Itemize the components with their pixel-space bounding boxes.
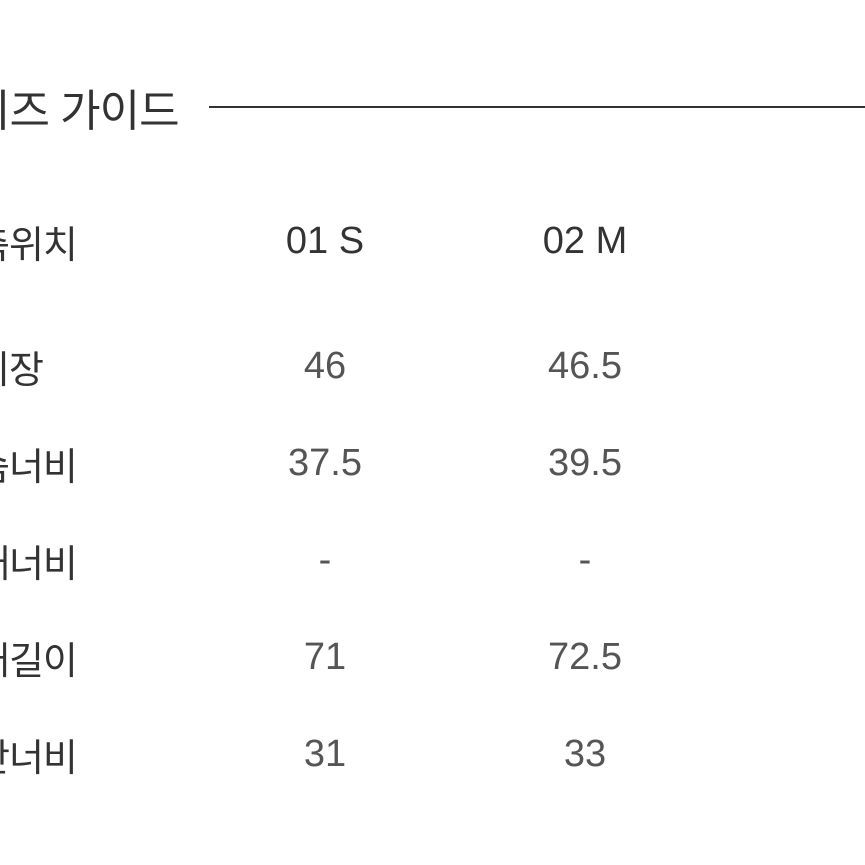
row-label: 깨너비	[0, 533, 195, 588]
row-label: 슴너비	[0, 436, 195, 491]
cell-value: 46	[195, 345, 455, 388]
table-row: 매길이 71 72.5	[0, 630, 865, 685]
row-label: 단너비	[0, 727, 195, 782]
table-header-row: 측위치 01 S 02 M	[0, 214, 865, 269]
size-guide-title: 이즈 가이드	[0, 75, 179, 139]
header-label: 측위치	[0, 214, 195, 269]
size-table: 측위치 01 S 02 M 기장 46 46.5 슴너비 37.5 39.5 깨…	[0, 214, 865, 782]
table-row: 기장 46 46.5	[0, 339, 865, 394]
cell-value: -	[195, 539, 455, 582]
row-label: 기장	[0, 339, 195, 394]
header-size-s: 01 S	[195, 220, 455, 263]
row-label: 매길이	[0, 630, 195, 685]
cell-value: 31	[195, 733, 455, 776]
title-divider	[209, 106, 865, 108]
cell-value: 46.5	[455, 345, 715, 388]
table-row: 슴너비 37.5 39.5	[0, 436, 865, 491]
cell-value: 33	[455, 733, 715, 776]
title-row: 이즈 가이드	[0, 75, 865, 139]
cell-value: 39.5	[455, 442, 715, 485]
size-guide-container: 이즈 가이드 측위치 01 S 02 M 기장 46 46.5 슴너비 37.5…	[0, 0, 865, 782]
table-row: 깨너비 - -	[0, 533, 865, 588]
cell-value: 37.5	[195, 442, 455, 485]
cell-value: 72.5	[455, 636, 715, 679]
header-size-m: 02 M	[455, 220, 715, 263]
table-row: 단너비 31 33	[0, 727, 865, 782]
cell-value: 71	[195, 636, 455, 679]
cell-value: -	[455, 539, 715, 582]
